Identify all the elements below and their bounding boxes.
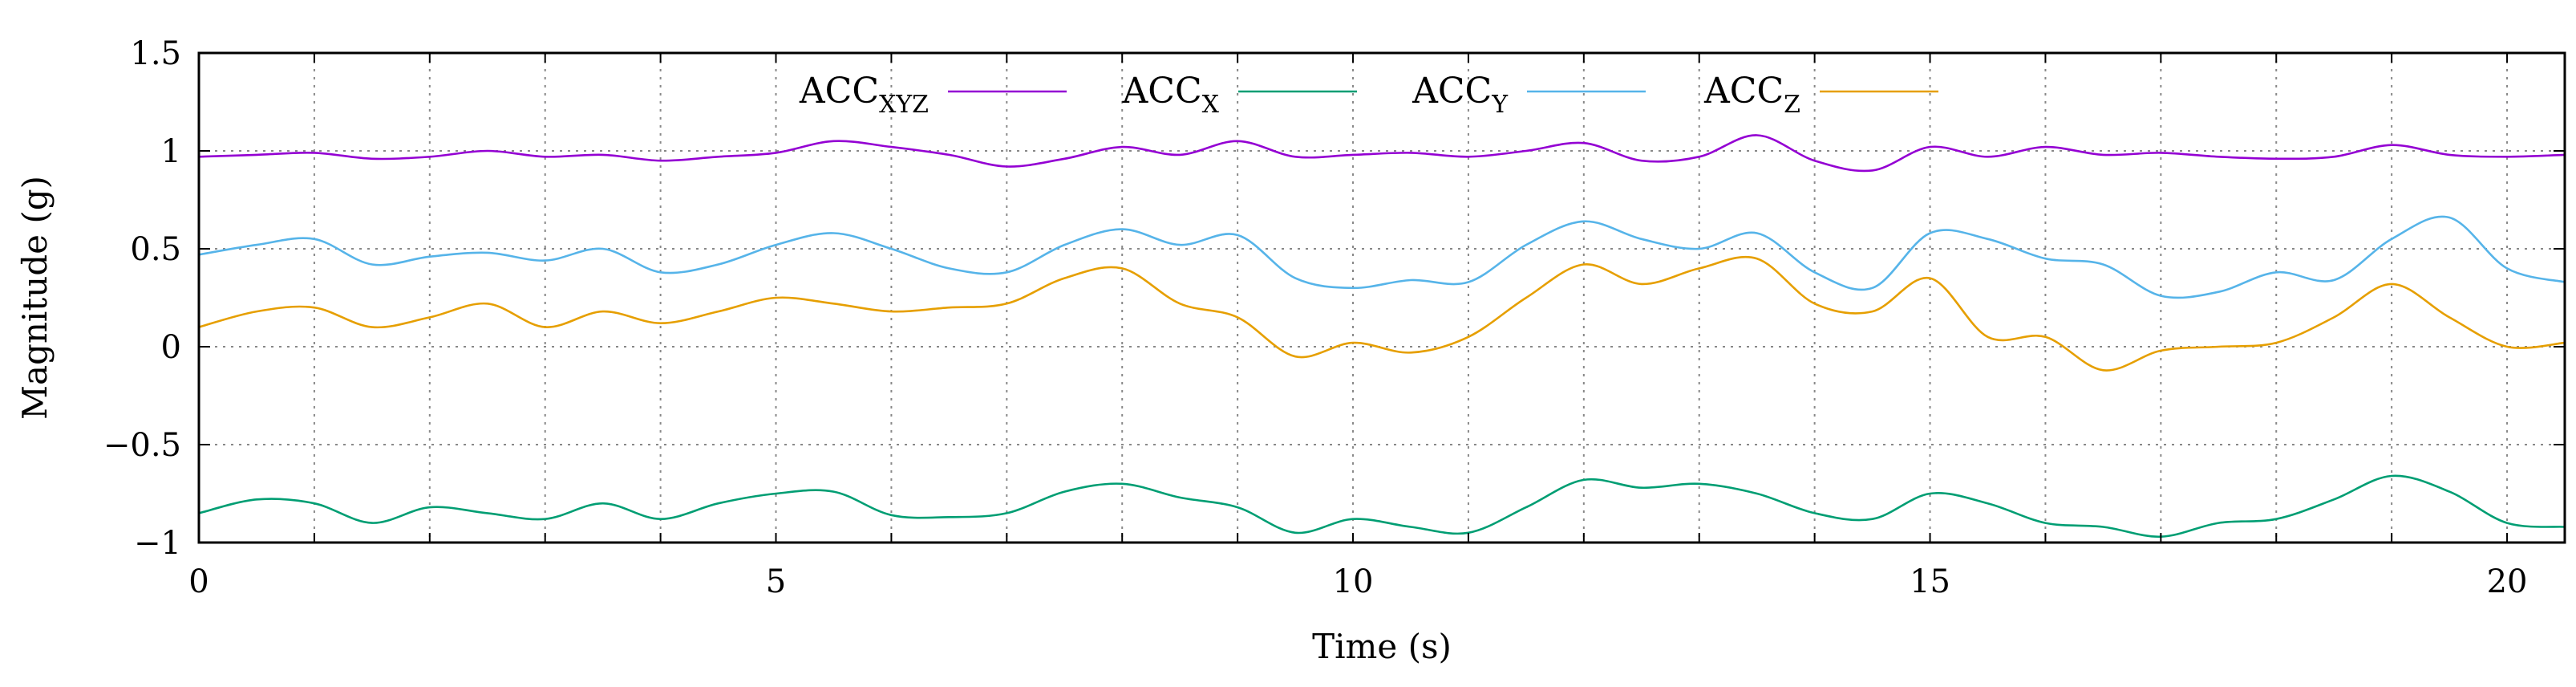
series-line-acc-y [198, 215, 2566, 299]
y-tick-label: 1 [161, 133, 181, 170]
y-tick-label: 0.5 [130, 231, 181, 268]
x-axis-label: Time (s) [1312, 627, 1452, 666]
y-tick-label: −1 [134, 525, 181, 562]
y-axis-label: Magnitude (g) [15, 176, 55, 420]
legend-label: ACCY [1412, 71, 1509, 119]
x-tick-label: 0 [188, 563, 209, 600]
x-tick-label: 20 [2487, 563, 2528, 600]
y-tick-label: −0.5 [103, 427, 181, 464]
x-tick-label: 10 [1333, 563, 1374, 600]
x-tick-label: 15 [1910, 563, 1950, 600]
series-line-acc-xyz [198, 134, 2566, 173]
axis-ticks: 0 5 10 15 20 −1 −0.5 0 0.5 1 1.5 [103, 35, 2565, 600]
legend-entry-acc-x: ACCX [1122, 71, 1357, 119]
y-tick-label: 1.5 [130, 35, 181, 72]
legend-entry-acc-xyz: ACCXYZ [799, 71, 1067, 119]
plot-frame [197, 51, 2566, 544]
legend-label: ACCX [1122, 71, 1220, 119]
series-lines [198, 134, 2566, 539]
legend-entry-acc-y: ACCY [1412, 71, 1646, 119]
series-line-acc-x [198, 474, 2566, 539]
legend-label: ACCZ [1703, 71, 1800, 119]
legend-entry-acc-z: ACCZ [1703, 71, 1938, 119]
series-line-acc-z [198, 255, 2566, 372]
grid [198, 52, 2565, 543]
legend: ACCXYZ ACCX ACCY ACCZ [799, 71, 1938, 119]
y-tick-label: 0 [161, 329, 181, 366]
legend-label: ACCXYZ [799, 71, 929, 119]
x-tick-label: 5 [766, 563, 786, 600]
